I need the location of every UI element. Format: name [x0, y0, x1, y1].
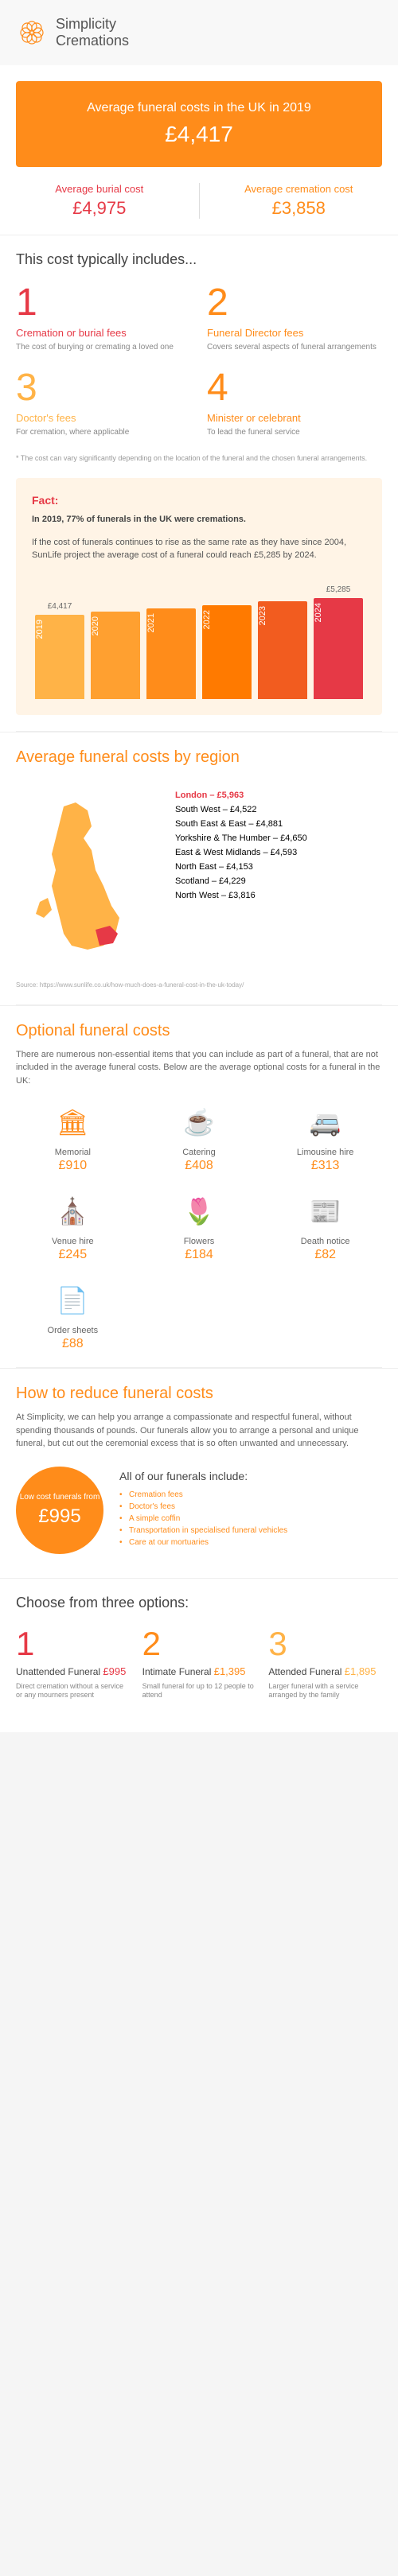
uk-map — [16, 791, 159, 966]
chart-bar: 2020 — [91, 599, 140, 699]
optional-icon: 🚐 — [306, 1103, 345, 1141]
region-row: North West – £3,816 — [175, 891, 382, 900]
fact-box: Fact: In 2019, 77% of funerals in the UK… — [16, 478, 382, 715]
chart-bar: 2023 — [258, 589, 307, 699]
funeral-option: 1 Unattended Funeral £995 Direct cremati… — [16, 1627, 130, 1700]
badge-top: Low cost funerals from — [20, 1493, 100, 1502]
optional-item: 🏛 Memorial £910 — [16, 1103, 130, 1173]
region-list: London – £5,963 South West – £4,522 South … — [175, 791, 382, 905]
burial-label: Average burial cost — [16, 183, 183, 195]
price-badge: Low cost funerals from £995 — [16, 1467, 103, 1554]
optional-item: 🌷 Flowers £184 — [142, 1192, 256, 1262]
options-title: Choose from three options: — [0, 1578, 398, 1619]
chart-bar: 2021 — [146, 596, 196, 699]
chart-bar: £5,285 2024 — [314, 585, 363, 699]
brand-logo-icon — [16, 17, 48, 49]
optional-item: 📰 Death notice £82 — [268, 1192, 382, 1262]
options-row: 1 Unattended Funeral £995 Direct cremati… — [0, 1619, 398, 1732]
optional-icon: 📄 — [53, 1281, 92, 1319]
region-row: South West – £4,522 — [175, 805, 382, 814]
region-row: Scotland – £4,229 — [175, 876, 382, 886]
optional-item: 📄 Order sheets £88 — [16, 1281, 130, 1351]
includes-title: This cost typically includes... — [0, 235, 398, 276]
reduce-list-item: Cremation fees — [119, 1490, 382, 1499]
include-item: 4Minister or celebrantTo lead the funera… — [207, 369, 382, 438]
region-row: East & West Midlands – £4,593 — [175, 848, 382, 857]
fact-line1: In 2019, 77% of funerals in the UK were … — [32, 515, 246, 524]
optional-icon: ☕ — [180, 1103, 218, 1141]
reduce-list-item: A simple coffin — [119, 1514, 382, 1523]
hero-title: Average funeral costs in the UK in 2019 — [32, 101, 366, 115]
cremation-value: £3,858 — [216, 198, 383, 219]
optional-intro: There are numerous non-essential items t… — [0, 1048, 398, 1104]
region-title: Average funeral costs by region — [0, 732, 398, 775]
brand-header: Simplicity Cremations — [0, 0, 398, 65]
optional-icon: 🏛 — [53, 1103, 92, 1141]
reduce-title: How to reduce funeral costs — [0, 1368, 398, 1411]
includes-footnote: * The cost can vary significantly depend… — [0, 454, 398, 478]
brand-name: Simplicity Cremations — [56, 16, 129, 49]
optional-item: 🚐 Limousine hire £313 — [268, 1103, 382, 1173]
reduce-list-item: Transportation in specialised funeral ve… — [119, 1526, 382, 1535]
include-item: 1Cremation or burial feesThe cost of bur… — [16, 284, 191, 353]
region-row: Yorkshire & The Humber – £4,650 — [175, 833, 382, 843]
region-row: London – £5,963 — [175, 791, 382, 800]
reduce-intro: At Simplicity, we can help you arrange a… — [0, 1411, 398, 1467]
fact-line2: If the cost of funerals continues to ris… — [32, 536, 366, 562]
optional-icon: 📰 — [306, 1192, 345, 1230]
projection-chart: £4,417 2019 2020 2021 2022 2023 £5,285 2… — [32, 572, 366, 699]
hero-banner: Average funeral costs in the UK in 2019 … — [16, 81, 382, 167]
region-row: North East – £4,153 — [175, 862, 382, 872]
region-row: South East & East – £4,881 — [175, 819, 382, 829]
reduce-list-item: Doctor's fees — [119, 1502, 382, 1511]
region-source: Source: https://www.sunlife.co.uk/how-mu… — [0, 981, 398, 1004]
burial-value: £4,975 — [16, 198, 183, 219]
reduce-list-title: All of our funerals include: — [119, 1470, 382, 1482]
fact-label: Fact: — [32, 494, 366, 507]
reduce-list: Cremation fees Doctor's fees A simple coff… — [119, 1490, 382, 1547]
include-item: 2Funeral Director feesCovers several asp… — [207, 284, 382, 353]
optional-item: ☕ Catering £408 — [142, 1103, 256, 1173]
region-section: London – £5,963 South West – £4,522 South … — [0, 775, 398, 981]
badge-price: £995 — [38, 1506, 80, 1528]
funeral-option: 2 Intimate Funeral £1,395 Small funeral … — [142, 1627, 256, 1700]
hero-value: £4,417 — [32, 122, 366, 147]
reduce-list-item: Care at our mortuaries — [119, 1538, 382, 1547]
reduce-row: Low cost funerals from £995 All of our f… — [0, 1467, 398, 1578]
optional-icon: 🌷 — [180, 1192, 218, 1230]
optional-icon: ⛪ — [53, 1192, 92, 1230]
includes-grid: 1Cremation or burial feesThe cost of bur… — [0, 276, 398, 454]
cremation-label: Average cremation cost — [216, 183, 383, 195]
funeral-option: 3 Attended Funeral £1,895 Larger funeral… — [268, 1627, 382, 1700]
optional-title: Optional funeral costs — [0, 1005, 398, 1048]
chart-bar: 2022 — [202, 593, 252, 699]
chart-bar: £4,417 2019 — [35, 602, 84, 699]
optional-item: ⛪ Venue hire £245 — [16, 1192, 130, 1262]
optional-grid: 🏛 Memorial £910☕ Catering £408🚐 Limousin… — [0, 1103, 398, 1367]
cost-comparison: Average burial cost £4,975 Average crema… — [0, 183, 398, 235]
include-item: 3Doctor's feesFor cremation, where appli… — [16, 369, 191, 438]
